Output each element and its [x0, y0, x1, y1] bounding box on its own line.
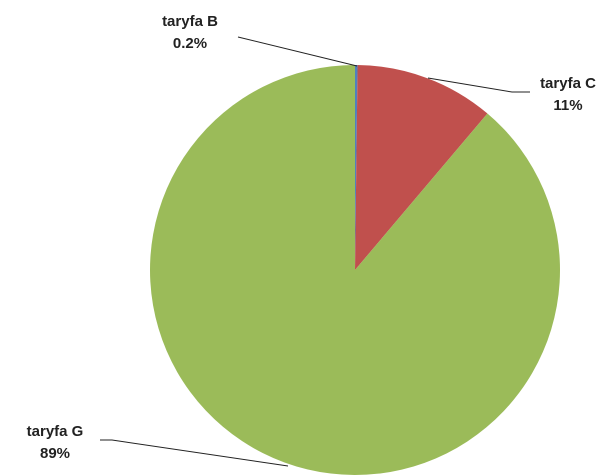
- pie-slice: [149, 65, 560, 475]
- slice-value-label: 0.2%: [173, 35, 207, 52]
- leader-line: [427, 77, 530, 93]
- pie-slice: [355, 65, 358, 270]
- slice-value-label: 89%: [40, 445, 70, 462]
- slice-label: taryfa G: [27, 423, 84, 440]
- pie-slice: [355, 65, 488, 271]
- leader-line: [100, 439, 289, 467]
- slice-label: taryfa C: [540, 75, 596, 92]
- slice-label: taryfa B: [162, 13, 218, 30]
- slice-value-label: 11%: [553, 97, 582, 114]
- leader-line: [237, 36, 358, 67]
